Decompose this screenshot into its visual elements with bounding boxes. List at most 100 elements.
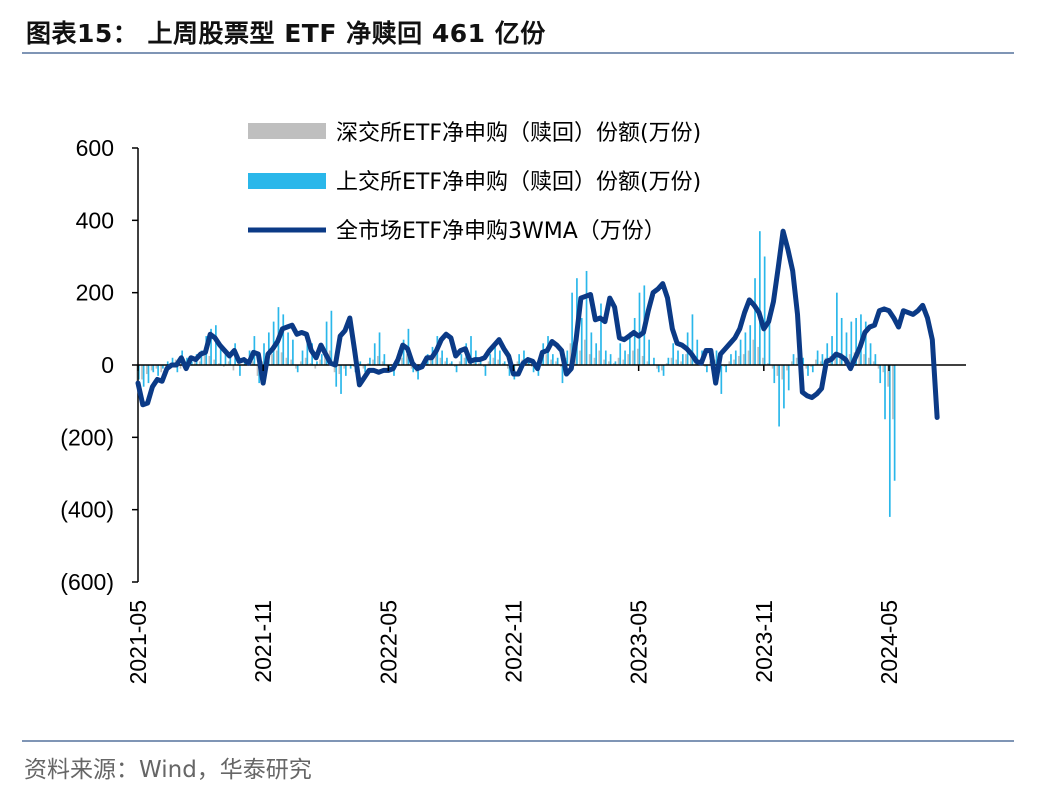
sz-bar <box>882 365 885 373</box>
x-tick-label: 2023-05 <box>626 600 652 684</box>
y-tick-label: 400 <box>76 207 114 233</box>
sz-bar <box>598 350 601 365</box>
legend: 深交所ETF净申购（赎回）份额(万份) 上交所ETF净申购（赎回）份额(万份) … <box>248 121 701 244</box>
sz-bar <box>362 365 365 369</box>
sz-bar <box>685 354 687 365</box>
sz-bar <box>352 365 355 367</box>
sh-bar <box>600 303 602 365</box>
sz-bar <box>858 350 861 365</box>
sz-bar <box>584 339 586 365</box>
y-tick-label: (400) <box>60 497 114 523</box>
sz-bar <box>410 365 413 369</box>
sh-bar <box>893 365 896 481</box>
sz-bar <box>502 363 504 365</box>
wma-line <box>135 228 940 420</box>
sh-bar <box>879 365 882 384</box>
sz-bar <box>145 365 148 375</box>
sz-bar <box>766 363 769 365</box>
sh-bar <box>166 361 169 365</box>
y-tick-label: 600 <box>76 135 114 161</box>
figure-title: 图表15： 上周股票型 ETF 净赎回 461 亿份 <box>26 19 546 48</box>
sh-bar <box>749 325 752 365</box>
sz-bar <box>160 365 163 373</box>
sz-bar <box>550 359 552 365</box>
sz-bar <box>290 359 293 365</box>
sz-bar <box>810 365 812 367</box>
sh-bar <box>888 365 891 517</box>
sh-bar <box>345 365 347 376</box>
sz-bar <box>752 339 755 365</box>
sh-bar <box>744 332 747 365</box>
sh-bar <box>845 332 848 365</box>
sz-bar <box>487 361 490 365</box>
sh-bar <box>855 317 857 365</box>
sh-bar <box>503 361 506 365</box>
sh-bar <box>706 365 708 373</box>
sh-bar <box>614 361 617 365</box>
sz-bar <box>757 346 759 365</box>
sz-bar <box>179 365 182 369</box>
sz-bar <box>386 365 389 367</box>
sh-bar <box>470 336 472 365</box>
sz-bar <box>309 363 312 365</box>
sh-bar <box>364 365 366 373</box>
sz-bar <box>295 365 297 369</box>
sz-bar <box>805 365 808 369</box>
sz-bar <box>603 359 605 365</box>
sh-bar <box>802 357 805 365</box>
sz-bar <box>791 361 793 365</box>
sz-bar <box>299 361 302 365</box>
sh-bar <box>340 365 342 394</box>
sh-bar <box>378 332 381 365</box>
sz-bar <box>747 350 750 365</box>
sz-bar <box>213 359 216 365</box>
sz-bar <box>198 361 201 365</box>
sh-bar <box>633 317 636 365</box>
sh-bar <box>836 292 838 365</box>
sh-bar <box>725 365 727 373</box>
sz-bar <box>150 365 153 371</box>
sz-bar <box>781 365 784 380</box>
x-tick-label: 2024-05 <box>876 600 902 684</box>
sh-bar <box>571 292 573 365</box>
sh-bar <box>739 339 742 365</box>
sh-bar <box>754 278 756 365</box>
sz-bar <box>646 361 649 365</box>
sh-bar <box>556 357 559 365</box>
sz-bar <box>227 361 230 365</box>
sz-bar <box>165 365 167 367</box>
sh-bar <box>657 365 660 373</box>
sz-bar <box>569 343 572 365</box>
sh-bar <box>629 332 631 365</box>
sh-bar <box>215 325 217 365</box>
sh-bar <box>821 354 824 365</box>
sz-bar <box>704 365 707 367</box>
sz-bar <box>439 357 442 365</box>
x-tick-label: 2022-05 <box>375 600 401 684</box>
sh-bar <box>869 343 872 365</box>
sz-bar <box>314 365 317 369</box>
sh-bar <box>662 365 665 376</box>
sh-bar <box>263 343 265 365</box>
sz-bar <box>319 359 321 365</box>
sh-bar <box>224 354 227 365</box>
sh-bar <box>441 350 443 365</box>
sh-bar <box>388 365 391 369</box>
legend-label-sh: 上交所ETF净申购（赎回）份额(万份) <box>336 170 701 195</box>
sz-bar <box>275 350 278 365</box>
sz-bar <box>367 363 370 365</box>
sz-bar <box>208 355 211 365</box>
sz-bar <box>612 363 615 365</box>
sh-bar <box>267 332 270 365</box>
sh-bar <box>653 357 655 365</box>
sz-bar <box>463 357 466 365</box>
sh-bar <box>484 365 487 376</box>
sh-bar <box>499 350 501 365</box>
x-tick-label: 2021-11 <box>250 600 276 683</box>
sz-bar <box>285 357 288 365</box>
sh-bar <box>874 354 877 365</box>
sh-bar <box>417 365 419 380</box>
sh-bar <box>590 332 593 365</box>
sz-bar <box>338 365 341 375</box>
sz-bar <box>531 365 533 367</box>
